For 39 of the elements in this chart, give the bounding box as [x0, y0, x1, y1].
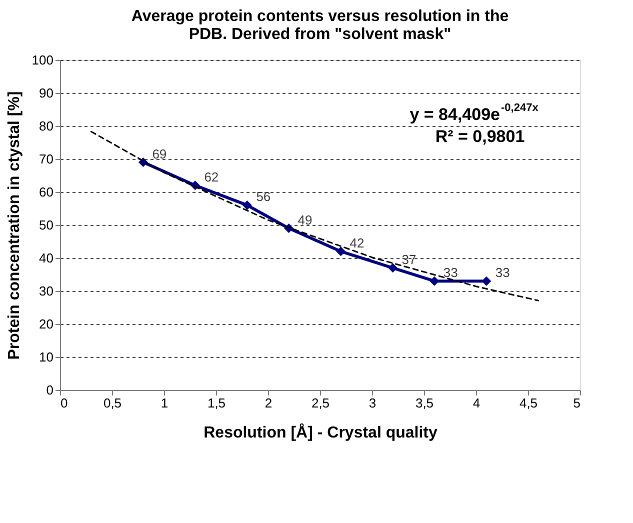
y-tick-label: 30	[39, 284, 54, 298]
x-tick-label: 3	[368, 396, 376, 410]
y-tick-label: 90	[39, 86, 54, 100]
point	[336, 246, 346, 256]
x-tick-label: 1	[160, 396, 168, 410]
point	[430, 276, 440, 286]
y-tick-label: 20	[39, 316, 54, 332]
data-label: 62	[204, 169, 219, 184]
data-label: 56	[256, 189, 271, 204]
x-tick-label: 5	[573, 396, 580, 410]
annotation: R² = 0,9801	[435, 127, 525, 146]
point	[388, 263, 398, 273]
x-tick-label: 2	[264, 396, 272, 410]
y-tick-label: 100	[32, 52, 54, 68]
x-tick-label: 0	[60, 396, 68, 410]
x-tick-label: 4	[472, 396, 480, 410]
data-label: 37	[402, 252, 416, 267]
data-label: 33	[495, 265, 510, 280]
y-tick-label: 50	[39, 218, 54, 232]
x-axis-title: Resolution [Å] - Crystal quality	[204, 422, 438, 442]
data-label: 33	[443, 265, 458, 280]
y-tick-label: 0	[46, 382, 54, 398]
y-tick-label: 80	[39, 118, 54, 134]
point	[242, 200, 252, 210]
y-tick-label: 70	[39, 152, 54, 166]
x-tick-label: 2,5	[311, 396, 330, 410]
x-tick-label: 4,5	[519, 396, 538, 410]
chart-title: Average protein contents versus resolution in the PDB. Derived from "solvent mask"	[131, 8, 509, 43]
data-label: 42	[350, 235, 364, 250]
data-label: 49	[298, 212, 312, 228]
y-tick-label: 10	[39, 350, 54, 364]
x-tick-label: 3,5	[415, 396, 434, 410]
y-tick-label: 40	[39, 250, 54, 266]
x-tick-label: 0,5	[103, 396, 122, 410]
point	[482, 276, 492, 286]
data-label: 69	[152, 146, 167, 162]
y-tick-label: 60	[39, 184, 54, 200]
y-axis-title: Protein concentration in ctystal [%]	[6, 91, 23, 360]
x-tick-label: 1,5	[207, 396, 226, 410]
